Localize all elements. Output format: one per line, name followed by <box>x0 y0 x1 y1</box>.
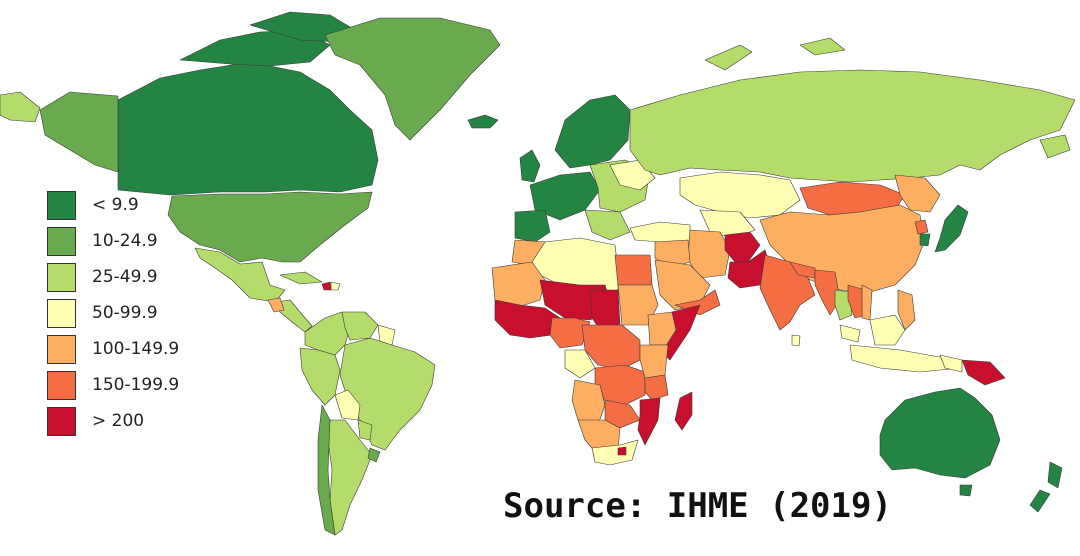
region-gabon-congo <box>564 349 596 379</box>
region-scandinavia <box>554 94 631 169</box>
region-iberia <box>514 209 551 243</box>
legend: < 9.9 10-24.9 25-49.9 50-99.9 100-149.9 150-1… <box>47 187 179 439</box>
region-haiti <box>321 281 332 291</box>
region-lesotho <box>617 446 627 456</box>
region-north-korea <box>914 219 929 235</box>
region-canada <box>117 61 379 196</box>
region-nz-north <box>1047 461 1063 489</box>
region-angola <box>571 379 606 426</box>
region-russia <box>629 69 1076 183</box>
region-argentina <box>327 419 373 536</box>
region-papua-west <box>939 354 963 373</box>
legend-label: 50-99.9 <box>92 303 158 323</box>
region-mozambique <box>637 397 661 446</box>
region-mexico <box>194 247 286 303</box>
region-kazakhstan <box>679 171 801 219</box>
region-novaya-zemlya <box>704 44 753 71</box>
region-east-africa <box>639 344 669 379</box>
region-tasmania <box>959 484 973 497</box>
legend-swatch <box>47 298 76 328</box>
region-japan <box>934 204 969 253</box>
region-central-africa <box>581 324 641 371</box>
region-egypt <box>614 254 653 286</box>
region-iceland <box>467 114 499 129</box>
legend-label: 25-49.9 <box>92 267 158 287</box>
legend-swatch <box>47 226 76 256</box>
region-south-korea <box>919 233 931 247</box>
region-somalia <box>661 304 701 361</box>
region-nigeria <box>549 317 591 349</box>
region-china-ne <box>894 174 941 213</box>
region-paraguay <box>357 419 373 441</box>
legend-label: 150-199.9 <box>92 375 180 395</box>
region-indonesia <box>849 344 961 373</box>
legend-label: < 9.9 <box>92 195 139 215</box>
legend-label: > 200 <box>92 411 145 431</box>
region-chad <box>589 289 621 331</box>
region-dominican <box>330 281 341 291</box>
legend-swatch <box>47 190 76 220</box>
legend-item: 10-24.9 <box>47 223 179 259</box>
region-png <box>961 359 1006 386</box>
region-russia-arctic <box>799 37 846 56</box>
region-myanmar <box>814 269 841 316</box>
region-malaysia <box>839 324 861 343</box>
legend-swatch <box>47 334 76 364</box>
region-chile <box>317 404 336 536</box>
region-philippines <box>897 289 916 331</box>
region-turkey <box>629 221 691 243</box>
region-zambia <box>604 399 641 429</box>
region-usa <box>167 191 373 263</box>
legend-label: 10-24.9 <box>92 231 158 251</box>
region-peru <box>299 347 341 406</box>
region-madagascar <box>674 391 693 431</box>
region-sri-lanka <box>791 334 801 347</box>
source-caption: Source: IHME (2019) <box>503 486 892 526</box>
region-chukotka <box>1039 134 1071 159</box>
region-australia <box>879 387 1001 479</box>
region-balkans <box>584 209 631 241</box>
legend-item: > 200 <box>47 403 179 439</box>
region-cuba <box>279 271 323 285</box>
legend-item: 150-199.9 <box>47 367 179 403</box>
region-south-africa <box>591 439 639 466</box>
region-nz-south <box>1029 489 1051 513</box>
legend-item: 25-49.9 <box>47 259 179 295</box>
region-guatemala <box>267 297 285 313</box>
region-bolivia <box>334 389 361 421</box>
region-uk <box>519 149 541 183</box>
region-tanzania <box>644 374 669 401</box>
region-uruguay <box>367 447 381 463</box>
region-alaska <box>39 91 119 173</box>
region-greenland <box>324 17 501 141</box>
legend-swatch <box>47 262 76 292</box>
legend-item: < 9.9 <box>47 187 179 223</box>
legend-swatch <box>47 406 76 436</box>
region-alaska-west <box>0 91 41 123</box>
legend-item: 50-99.9 <box>47 295 179 331</box>
region-vietnam <box>861 284 873 321</box>
region-borneo <box>869 314 906 346</box>
legend-swatch <box>47 370 76 400</box>
legend-label: 100-149.9 <box>92 339 180 359</box>
region-central-america <box>274 299 313 333</box>
legend-item: 100-149.9 <box>47 331 179 367</box>
